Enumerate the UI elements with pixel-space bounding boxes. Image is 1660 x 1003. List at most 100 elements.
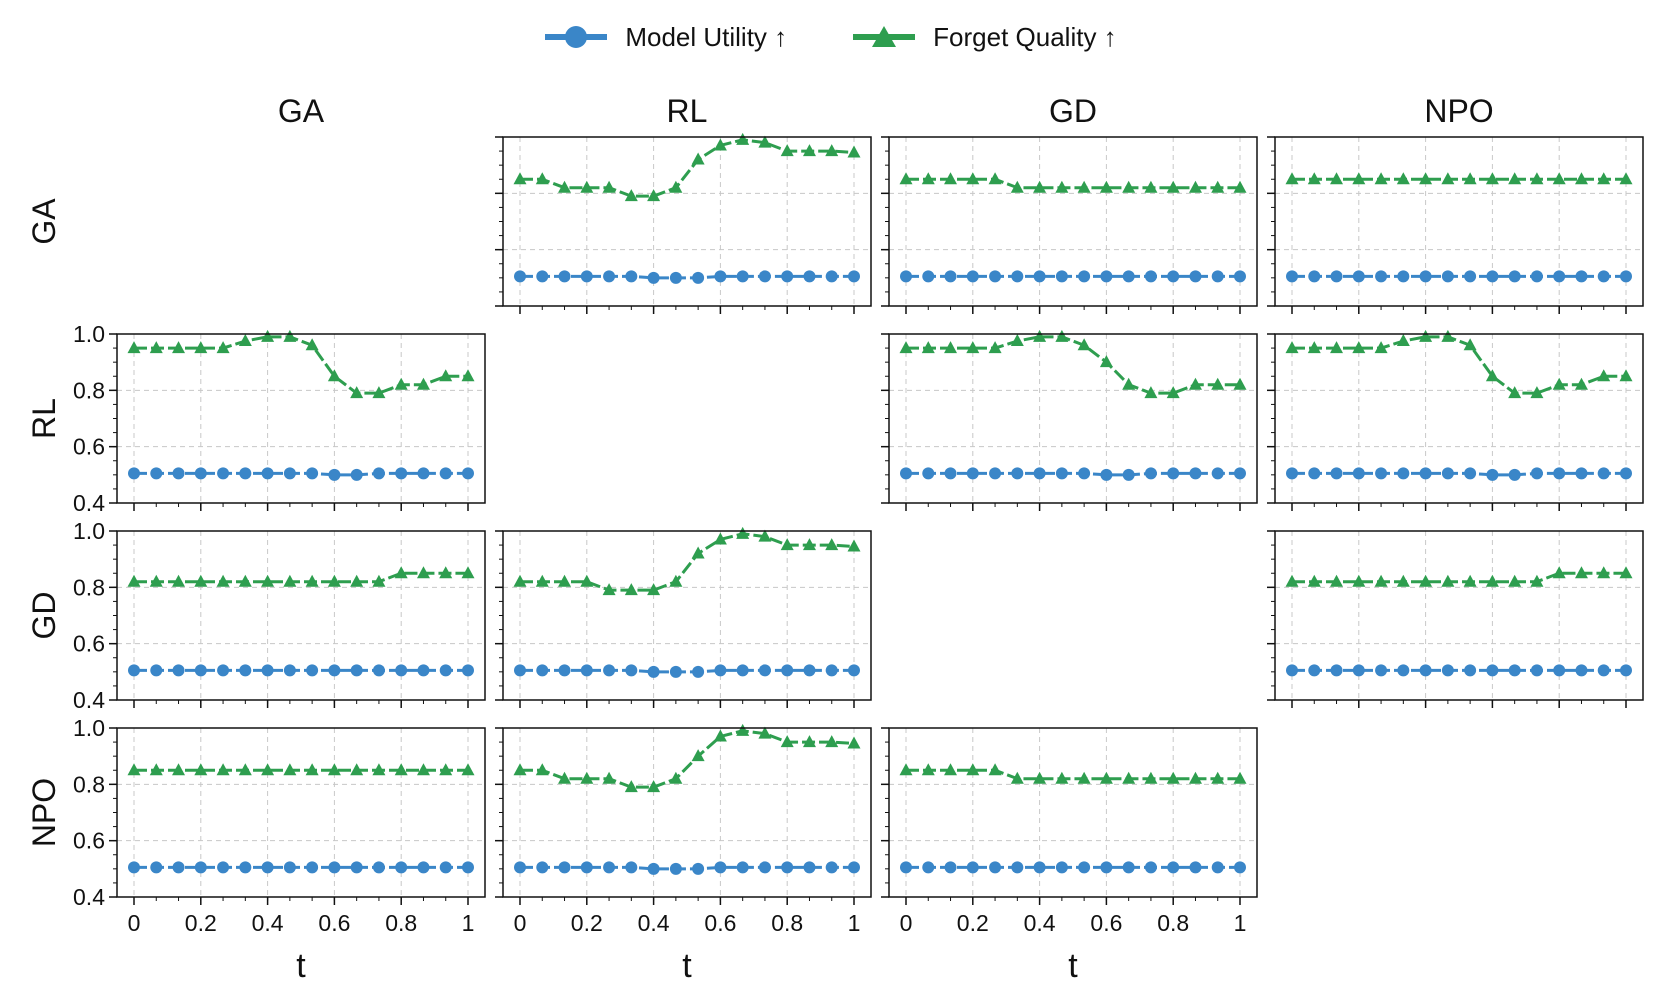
point-forget-quality xyxy=(194,341,208,354)
point-model-utility xyxy=(1122,270,1135,283)
point-model-utility xyxy=(372,861,385,874)
point-model-utility xyxy=(603,664,616,677)
point-forget-quality xyxy=(1463,172,1477,185)
point-forget-quality xyxy=(847,145,861,158)
point-forget-quality xyxy=(1530,172,1544,185)
point-model-utility xyxy=(194,861,207,874)
point-model-utility xyxy=(1234,467,1246,480)
point-forget-quality xyxy=(899,341,913,354)
point-forget-quality xyxy=(1463,574,1477,587)
point-model-utility xyxy=(1211,270,1224,283)
point-forget-quality xyxy=(802,538,816,551)
point-model-utility xyxy=(1078,861,1091,874)
point-forget-quality xyxy=(283,574,297,587)
point-forget-quality xyxy=(350,763,364,776)
point-forget-quality xyxy=(1574,377,1588,390)
point-forget-quality xyxy=(1055,180,1069,193)
circle-marker-icon xyxy=(545,26,608,48)
point-forget-quality xyxy=(758,529,772,542)
point-forget-quality xyxy=(1307,172,1321,185)
point-model-utility xyxy=(580,861,593,874)
subplot-npo-gd: 0 0.2 0.4 0.6 0.8 1 t xyxy=(881,727,1258,985)
point-forget-quality xyxy=(713,532,727,545)
point-model-utility xyxy=(261,467,274,480)
point-model-utility xyxy=(350,664,363,677)
point-forget-quality xyxy=(216,341,230,354)
point-forget-quality xyxy=(1166,771,1180,784)
point-model-utility xyxy=(758,664,771,677)
point-model-utility xyxy=(194,664,207,677)
point-forget-quality xyxy=(1033,329,1047,342)
point-forget-quality xyxy=(461,566,475,579)
point-forget-quality xyxy=(1597,566,1611,579)
point-model-utility xyxy=(395,664,408,677)
point-model-utility xyxy=(781,861,794,874)
point-model-utility xyxy=(944,467,957,480)
legend: Model Utility ↑ Forget Quality ↑ xyxy=(0,12,1660,62)
point-model-utility xyxy=(1033,467,1046,480)
point-forget-quality xyxy=(1233,377,1247,390)
axes-frame xyxy=(888,136,1258,307)
point-forget-quality xyxy=(1211,771,1225,784)
point-forget-quality xyxy=(1122,377,1136,390)
legend-item-model-utility: Model Utility ↑ xyxy=(543,22,787,53)
point-model-utility xyxy=(966,270,979,283)
point-model-utility xyxy=(1330,467,1343,480)
y-tick-label: 0.4 xyxy=(73,490,105,516)
point-model-utility xyxy=(306,664,319,677)
point-forget-quality xyxy=(305,574,319,587)
point-model-utility xyxy=(283,861,296,874)
point-forget-quality xyxy=(847,736,861,749)
point-model-utility xyxy=(825,270,838,283)
point-model-utility xyxy=(514,664,526,677)
point-forget-quality xyxy=(1441,574,1455,587)
point-model-utility xyxy=(922,270,935,283)
point-forget-quality xyxy=(1099,355,1113,368)
point-model-utility xyxy=(328,861,341,874)
point-forget-quality xyxy=(1597,369,1611,382)
point-forget-quality xyxy=(802,144,816,157)
point-forget-quality xyxy=(1552,566,1566,579)
point-model-utility xyxy=(922,861,935,874)
point-forget-quality xyxy=(172,574,186,587)
point-forget-quality xyxy=(1033,771,1047,784)
point-forget-quality xyxy=(944,172,958,185)
point-model-utility xyxy=(283,664,296,677)
point-model-utility xyxy=(372,467,385,480)
x-axis-label: t xyxy=(1068,947,1078,985)
point-model-utility xyxy=(514,861,526,874)
point-forget-quality xyxy=(305,338,319,351)
point-model-utility xyxy=(1486,468,1499,481)
point-model-utility xyxy=(558,861,571,874)
point-model-utility xyxy=(239,467,252,480)
point-model-utility xyxy=(692,665,705,678)
point-forget-quality xyxy=(780,735,794,748)
point-model-utility xyxy=(1464,467,1477,480)
point-forget-quality xyxy=(172,763,186,776)
point-model-utility xyxy=(172,664,185,677)
row-title-rl: RL xyxy=(26,398,62,439)
series-line-forget-quality xyxy=(1292,335,1626,395)
point-forget-quality xyxy=(238,574,252,587)
point-forget-quality xyxy=(1574,172,1588,185)
column-title-ga: GA xyxy=(278,93,325,129)
series-line-model-utility xyxy=(520,274,854,280)
point-forget-quality xyxy=(825,144,839,157)
subplot-ga-rl xyxy=(495,132,872,314)
point-model-utility xyxy=(462,861,474,874)
point-model-utility xyxy=(1167,467,1180,480)
point-forget-quality xyxy=(513,763,527,776)
point-forget-quality xyxy=(624,780,638,793)
point-model-utility xyxy=(1597,270,1610,283)
point-forget-quality xyxy=(238,763,252,776)
series-line-forget-quality xyxy=(520,138,855,198)
point-forget-quality xyxy=(394,566,408,579)
point-model-utility xyxy=(1055,861,1068,874)
point-model-utility xyxy=(350,468,363,481)
point-forget-quality xyxy=(1285,172,1299,185)
point-model-utility xyxy=(1234,861,1246,874)
point-model-utility xyxy=(1211,467,1224,480)
point-forget-quality xyxy=(736,132,750,145)
y-tick-label: 1.0 xyxy=(73,715,105,741)
point-forget-quality xyxy=(602,180,616,193)
